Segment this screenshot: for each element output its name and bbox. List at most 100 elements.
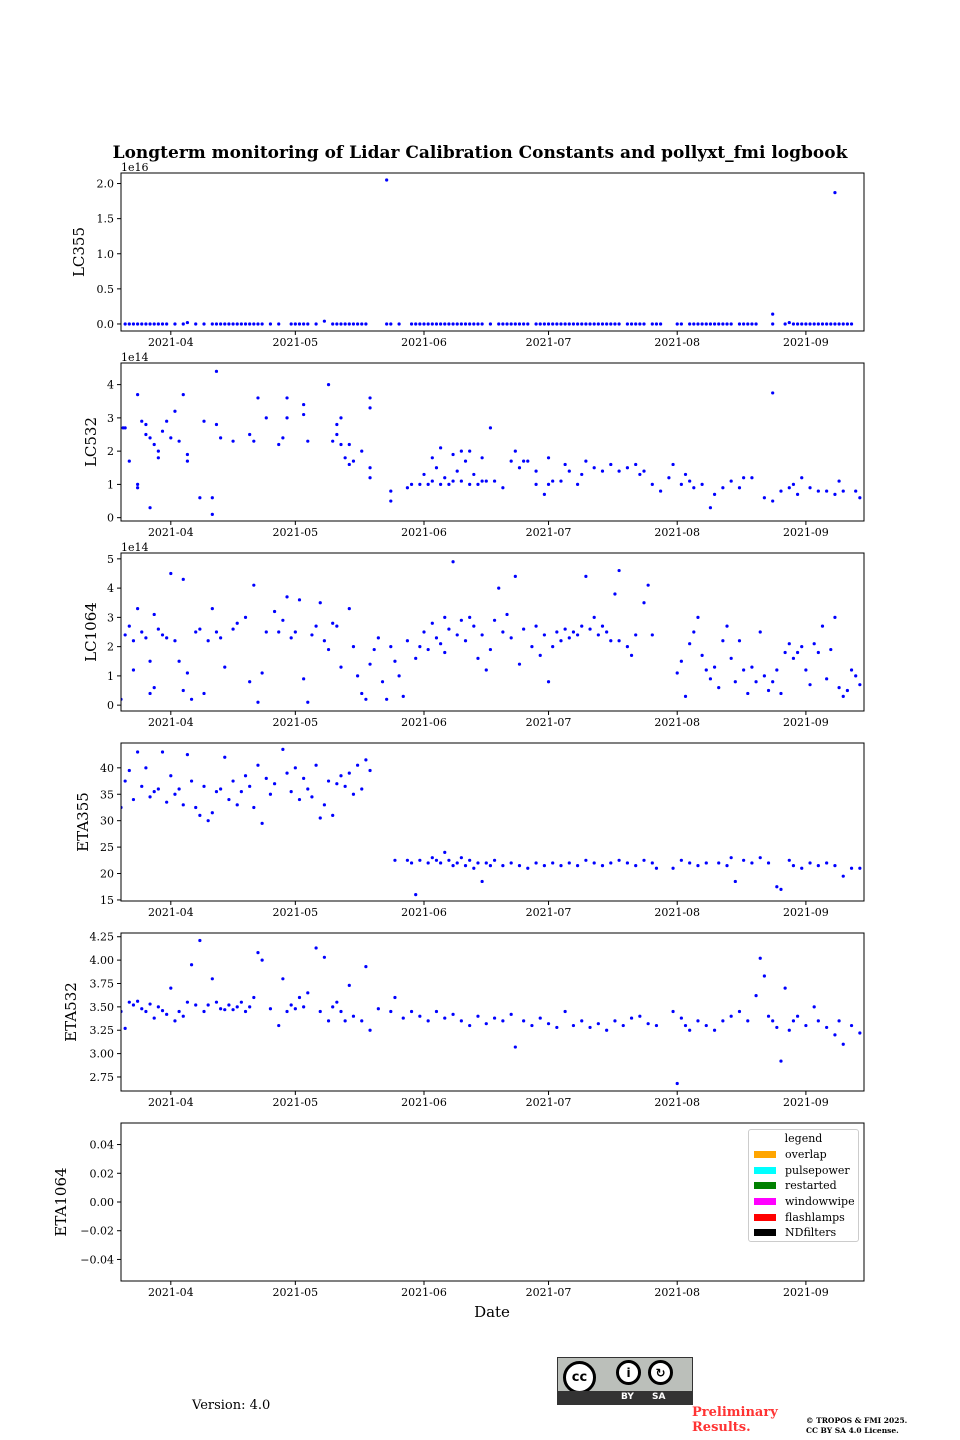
data-point [343,1019,347,1023]
data-point [177,439,181,443]
data-point [455,322,459,326]
data-point [123,322,127,326]
data-point [522,1019,526,1023]
data-point [800,645,804,649]
x-tick-label: 2021-07 [526,716,572,729]
data-point [517,322,522,326]
data-point [455,861,459,865]
y-axis-label: LC1064 [82,602,100,662]
data-point [742,476,746,480]
data-point [210,496,214,500]
data-points [121,560,862,704]
legend-item-restarted: restarted [749,1178,858,1194]
x-tick-label: 2021-09 [783,336,829,349]
data-point [563,627,567,631]
data-point [148,1002,152,1006]
data-point [272,782,277,786]
data-point [849,322,854,326]
data-point [766,1014,771,1018]
data-point [559,863,563,868]
preliminary-line-1: Preliminary [692,1405,778,1420]
data-point [563,462,567,467]
data-point [704,861,708,865]
data-point [430,621,434,625]
x-tick-label: 2021-09 [783,716,829,729]
data-point [638,472,642,477]
data-point [422,630,426,634]
data-point [144,766,148,770]
data-point [439,322,443,326]
x-tick-label: 2021-04 [148,1286,194,1299]
data-point [214,790,219,794]
y-tick-label: 0.5 [97,283,115,296]
data-point [285,396,289,400]
cc-icon: cc [563,1361,596,1394]
data-points [121,369,862,516]
y-tick-label: 35 [100,788,114,801]
data-point [397,674,401,678]
data-point [231,1008,235,1012]
data-point [368,466,372,470]
cc-by-sa-badge[interactable]: cc i ↻ BY SA [557,1357,693,1405]
data-point [837,479,841,483]
x-tick-label: 2021-09 [783,1286,829,1299]
data-point [820,624,825,628]
data-point [210,512,214,516]
data-point [364,697,368,701]
data-point [152,1016,156,1020]
data-point [351,1014,356,1018]
data-point [791,863,796,868]
data-point [849,1023,854,1028]
data-point [264,416,268,420]
plot-frame [120,362,865,522]
data-point [326,1019,331,1023]
data-point [559,322,563,326]
data-point [302,776,306,781]
data-point [169,571,173,576]
data-point [712,322,717,326]
data-point [825,322,829,326]
data-point [538,653,542,658]
data-point [575,322,580,326]
data-point [592,615,596,619]
x-tick-label: 2021-05 [272,716,318,729]
data-point [754,994,758,998]
data-point [509,636,513,640]
data-point [679,322,683,326]
data-point [156,787,160,791]
data-point [600,322,605,326]
data-point [733,680,737,684]
data-point [185,452,190,457]
data-point [584,459,588,463]
data-point [530,645,534,649]
data-point [513,1045,517,1049]
data-point [165,419,169,423]
data-point [364,758,368,762]
data-point [194,322,198,326]
data-point [625,322,630,326]
data-point [783,986,787,990]
data-point [389,489,393,493]
data-point [214,322,219,326]
data-point [795,492,800,496]
data-point [268,1007,273,1011]
data-point [297,322,302,326]
data-point [451,479,455,483]
data-point [567,636,571,640]
y-tick-label: 4 [107,379,114,392]
data-point [223,755,227,759]
data-point [600,863,605,868]
data-point [492,1016,497,1020]
data-point [214,422,219,427]
y-offset-text: 1e14 [121,541,149,554]
data-point [169,774,173,778]
x-tick-label: 2021-08 [654,1286,700,1299]
data-point [712,492,717,496]
data-point [351,645,356,649]
data-point [351,792,356,796]
data-point [314,946,318,950]
data-point [152,322,156,326]
data-point [227,1003,231,1007]
data-point [140,419,144,423]
data-point [837,322,841,326]
